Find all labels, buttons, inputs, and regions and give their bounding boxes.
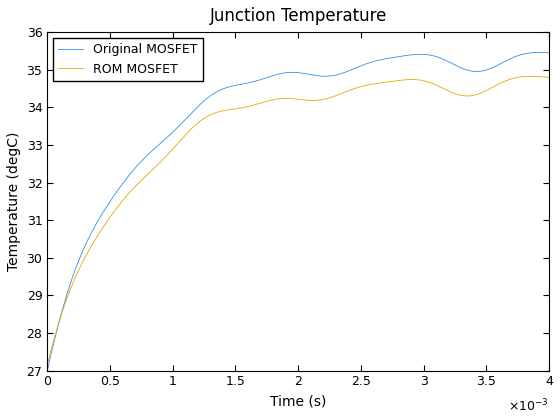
ROM MOSFET <box>370 81 377 87</box>
Text: $\times10^{-3}$: $\times10^{-3}$ <box>508 398 549 414</box>
Original MOSFET <box>546 50 553 55</box>
Original MOSFET <box>345 68 352 74</box>
Y-axis label: Temperature (degC): Temperature (degC) <box>7 131 21 271</box>
ROM MOSFET <box>546 75 553 80</box>
ROM MOSFET <box>527 74 534 79</box>
Original MOSFET <box>135 162 142 167</box>
Line: Original MOSFET: Original MOSFET <box>47 52 549 370</box>
X-axis label: Time (s): Time (s) <box>270 394 326 408</box>
Original MOSFET <box>418 52 425 57</box>
Line: ROM MOSFET: ROM MOSFET <box>47 76 549 365</box>
ROM MOSFET <box>135 181 142 186</box>
Original MOSFET <box>456 65 463 70</box>
Title: Junction Temperature: Junction Temperature <box>209 7 387 25</box>
Original MOSFET <box>236 82 242 87</box>
Original MOSFET <box>535 50 542 55</box>
ROM MOSFET <box>456 92 463 97</box>
Original MOSFET <box>44 368 50 373</box>
ROM MOSFET <box>44 362 50 368</box>
ROM MOSFET <box>418 78 425 83</box>
Legend: Original MOSFET, ROM MOSFET: Original MOSFET, ROM MOSFET <box>54 38 203 81</box>
ROM MOSFET <box>345 88 352 93</box>
ROM MOSFET <box>236 106 242 111</box>
Original MOSFET <box>370 59 377 64</box>
